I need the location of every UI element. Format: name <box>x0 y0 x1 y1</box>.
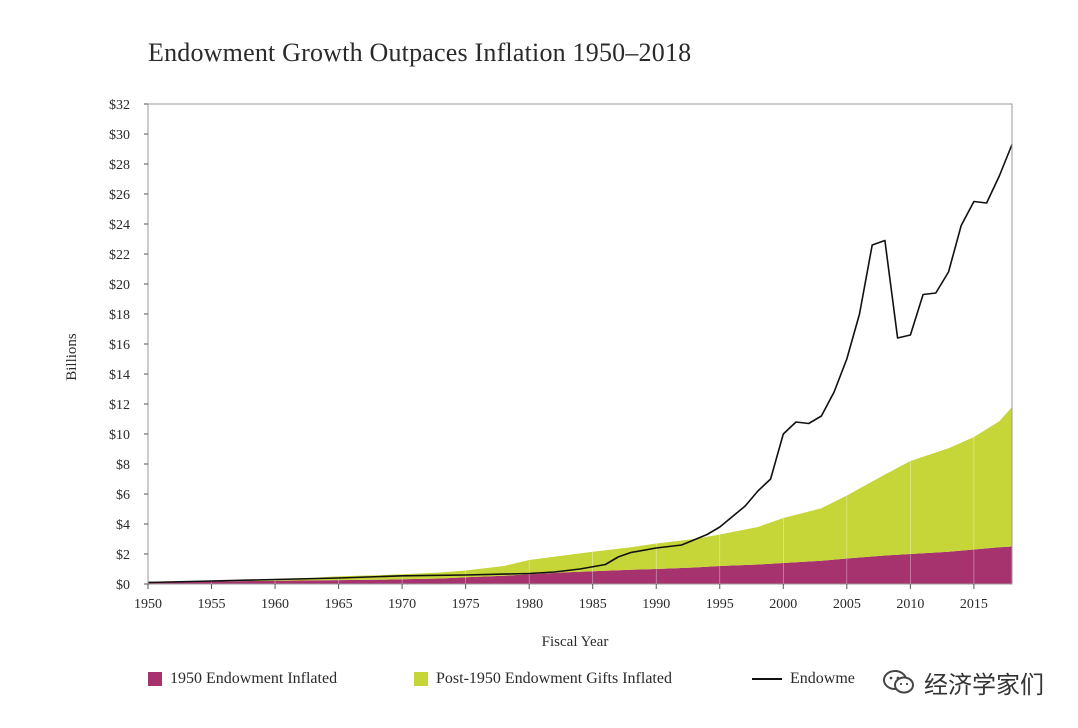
y-tick-label: $6 <box>116 488 130 503</box>
y-tick-label: $22 <box>109 248 130 263</box>
y-tick-label: $2 <box>116 548 130 563</box>
y-tick-label: $12 <box>109 398 130 413</box>
x-tick-label: 1950 <box>134 597 162 612</box>
y-tick-label: $28 <box>109 158 130 173</box>
area-post-1950-gifts-inflated <box>148 407 1012 582</box>
legend-label: Post-1950 Endowment Gifts Inflated <box>436 670 672 687</box>
y-tick-label: $24 <box>109 218 130 233</box>
x-tick-label: 2010 <box>896 597 924 612</box>
x-tick-label: 2015 <box>960 597 988 612</box>
legend-item-endowment-value: Endowme <box>752 670 855 688</box>
legend-swatch-lime <box>414 672 428 686</box>
x-tick-label: 1955 <box>198 597 226 612</box>
x-tick-label: 1980 <box>515 597 543 612</box>
y-tick-label: $16 <box>109 338 130 353</box>
y-tick-label: $8 <box>116 458 130 473</box>
wechat-icon <box>883 670 914 694</box>
y-tick-label: $14 <box>109 368 130 383</box>
x-tick-label: 1985 <box>579 597 607 612</box>
line-endowment-value <box>147 144 1013 584</box>
y-tick-label: $10 <box>109 428 130 443</box>
x-tick-label: 2005 <box>833 597 861 612</box>
chart-title: Endowment Growth Outpaces Inflation 1950… <box>148 38 692 67</box>
watermark-text: 经济学家们 <box>924 670 1044 699</box>
legend-item-1950-endowment: 1950 Endowment Inflated <box>148 670 337 688</box>
x-axis-title: Fiscal Year <box>542 634 609 650</box>
watermark: 经济学家们 <box>876 664 1050 700</box>
line-layer <box>147 144 1013 584</box>
y-tick-label: $20 <box>109 278 130 293</box>
x-tick-label: 2000 <box>769 597 797 612</box>
legend-label: 1950 Endowment Inflated <box>170 670 338 687</box>
x-tick-label: 1975 <box>452 597 480 612</box>
x-tick-label: 1960 <box>261 597 289 612</box>
x-tick-label: 1970 <box>388 597 416 612</box>
legend: 1950 Endowment Inflated Post-1950 Endowm… <box>0 670 1078 696</box>
x-tick-label: 1995 <box>706 597 734 612</box>
x-tick-label: 1990 <box>642 597 670 612</box>
legend-line-black <box>752 678 782 680</box>
y-tick-label: $26 <box>109 188 130 203</box>
x-tick-label: 1965 <box>325 597 353 612</box>
tick-layer: 1950 1955 1960 1965 1970 1975 1980 1985 1990 1995… <box>109 98 988 612</box>
grid-layer <box>211 104 975 584</box>
y-tick-label: $0 <box>116 578 130 593</box>
y-tick-label: $4 <box>116 518 130 533</box>
y-axis-title: Billions <box>64 333 80 381</box>
area-layer <box>148 407 1012 584</box>
y-tick-label: $18 <box>109 308 130 323</box>
legend-swatch-magenta <box>148 672 162 686</box>
legend-label: Endowme <box>790 670 855 687</box>
legend-item-post-1950-gifts: Post-1950 Endowment Gifts Inflated <box>414 670 672 688</box>
area-1950-endowment-inflated <box>148 546 1012 584</box>
y-tick-label: $32 <box>109 98 130 113</box>
y-tick-label: $30 <box>109 128 130 143</box>
